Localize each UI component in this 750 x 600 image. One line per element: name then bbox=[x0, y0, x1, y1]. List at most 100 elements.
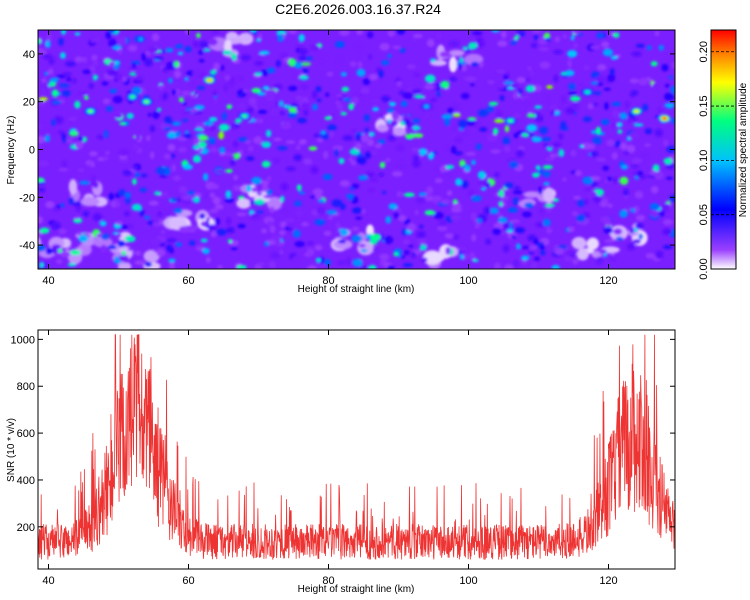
spectrogram-cell bbox=[173, 70, 182, 79]
spectrogram-cell bbox=[611, 151, 618, 160]
spectrogram-cell bbox=[157, 84, 165, 90]
spectrogram-cell bbox=[607, 176, 612, 182]
spectrogram-cell bbox=[192, 154, 202, 163]
spectrogram-cell bbox=[503, 75, 508, 80]
spectrogram-cell bbox=[638, 77, 649, 86]
spectrogram-cell bbox=[127, 247, 138, 251]
spectrogram-cell bbox=[356, 153, 364, 158]
spectrogram-cell bbox=[106, 69, 118, 76]
spectrogram-cell bbox=[387, 265, 395, 269]
spectrogram-cell bbox=[334, 41, 345, 48]
spectrogram-cell bbox=[403, 113, 409, 120]
spectrogram-cell bbox=[225, 152, 233, 157]
spectrogram-hotspot bbox=[144, 100, 149, 103]
spectrogram-cell bbox=[356, 156, 367, 165]
spectrogram-cell bbox=[507, 207, 518, 213]
snr-x-label: Height of straight line (km) bbox=[298, 584, 415, 595]
spectrogram-cell bbox=[178, 146, 188, 153]
spectrogram-cell bbox=[267, 220, 273, 227]
spectrogram-cell bbox=[380, 95, 391, 103]
spectrogram-cell bbox=[455, 178, 463, 186]
spectrogram-cell bbox=[273, 83, 283, 91]
spectrogram-cell bbox=[90, 175, 97, 182]
spectrogram-cell bbox=[51, 118, 56, 127]
spectrogram-cell bbox=[212, 99, 219, 104]
spectrogram-cell bbox=[610, 253, 616, 257]
spectrogram-cell bbox=[38, 38, 42, 45]
spectrogram-cell bbox=[450, 145, 457, 154]
spectrogram-cell bbox=[387, 134, 396, 142]
spectrogram-cell bbox=[577, 32, 583, 37]
spectrogram-cell bbox=[38, 187, 46, 193]
spectrogram-cell bbox=[411, 37, 417, 44]
spectrogram-cell bbox=[194, 104, 205, 110]
spectrogram-cell bbox=[530, 262, 538, 269]
spectrogram-cell bbox=[339, 203, 346, 210]
spectrogram-cell bbox=[175, 44, 184, 49]
spectrogram-cell bbox=[426, 39, 435, 48]
spectrogram-cell bbox=[181, 118, 189, 123]
spectrogram-cell bbox=[279, 111, 285, 115]
spectrogram-cell bbox=[583, 65, 590, 70]
spectrogram-cell bbox=[492, 127, 499, 135]
spectrogram-cell bbox=[413, 72, 421, 77]
spectrogram-cell bbox=[638, 152, 649, 158]
spectrogram-cell bbox=[74, 32, 81, 36]
spectrogram-cell bbox=[58, 130, 64, 135]
spectrogram-cell bbox=[243, 89, 249, 93]
spectrogram-cell bbox=[356, 92, 365, 100]
spectrogram-cell bbox=[292, 229, 301, 238]
spectrogram-cell bbox=[115, 37, 127, 45]
spectrogram-cell bbox=[182, 101, 187, 106]
spectrogram-cell bbox=[82, 210, 90, 217]
spectrogram-cell bbox=[664, 103, 675, 108]
spectrogram-cell bbox=[56, 204, 62, 209]
spectrogram-hotspot bbox=[508, 119, 513, 123]
spectrogram-cell bbox=[466, 119, 476, 126]
spectrogram-cell bbox=[333, 230, 341, 238]
spectrogram-cell bbox=[307, 241, 314, 245]
spectrogram-cell bbox=[607, 203, 613, 208]
spectrogram-cell bbox=[316, 138, 324, 143]
spectrogram-cell bbox=[369, 178, 379, 182]
spectrogram-cell bbox=[124, 235, 136, 243]
spectrogram-cell bbox=[470, 212, 478, 220]
spectrogram-cell bbox=[53, 252, 62, 257]
spectrogram-cell bbox=[287, 112, 298, 118]
spectrogram-cell bbox=[142, 224, 152, 230]
spectrogram-cell bbox=[331, 199, 343, 208]
spectrogram-cell bbox=[497, 40, 508, 47]
spectrogram-cell bbox=[377, 139, 386, 145]
spectrogram-cell bbox=[335, 56, 343, 65]
spectrogram-cell bbox=[529, 245, 538, 251]
snr-y-label: SNR (10 * v/v) bbox=[6, 418, 17, 482]
spectrogram-cell bbox=[238, 76, 243, 81]
x-tick-label: 60 bbox=[182, 575, 194, 587]
spectrogram-cell bbox=[612, 109, 619, 118]
spectrogram-cell bbox=[360, 134, 369, 143]
spectrogram-cell bbox=[635, 43, 646, 49]
spectrogram-cell bbox=[270, 252, 281, 259]
spectrogram-cell bbox=[458, 63, 463, 70]
spectrogram-cell bbox=[544, 95, 550, 103]
spectrogram-cell bbox=[609, 256, 616, 261]
spectrogram-cell bbox=[668, 75, 674, 80]
spectrogram-cell bbox=[403, 249, 410, 256]
spectrogram-cell bbox=[323, 150, 329, 160]
spectrogram-cell bbox=[664, 92, 675, 101]
x-tick-label: 40 bbox=[42, 575, 54, 587]
spectrogram-cell bbox=[196, 85, 206, 91]
spectrogram-cell bbox=[196, 32, 201, 39]
spectrogram-cell bbox=[658, 44, 664, 51]
spectrogram-cell bbox=[424, 195, 435, 202]
spectrogram-cell bbox=[342, 135, 354, 141]
spectrogram-cell bbox=[460, 92, 470, 100]
spectrogram-cell bbox=[90, 161, 95, 168]
spectrogram-cell bbox=[102, 156, 109, 161]
spectrogram-cell bbox=[211, 30, 220, 35]
spectrogram-cell bbox=[122, 76, 127, 82]
spectrogram-cell bbox=[368, 73, 378, 81]
spectrogram-cell bbox=[510, 39, 517, 45]
spectrogram-cell bbox=[92, 213, 103, 222]
spectrogram-cell bbox=[355, 43, 364, 50]
